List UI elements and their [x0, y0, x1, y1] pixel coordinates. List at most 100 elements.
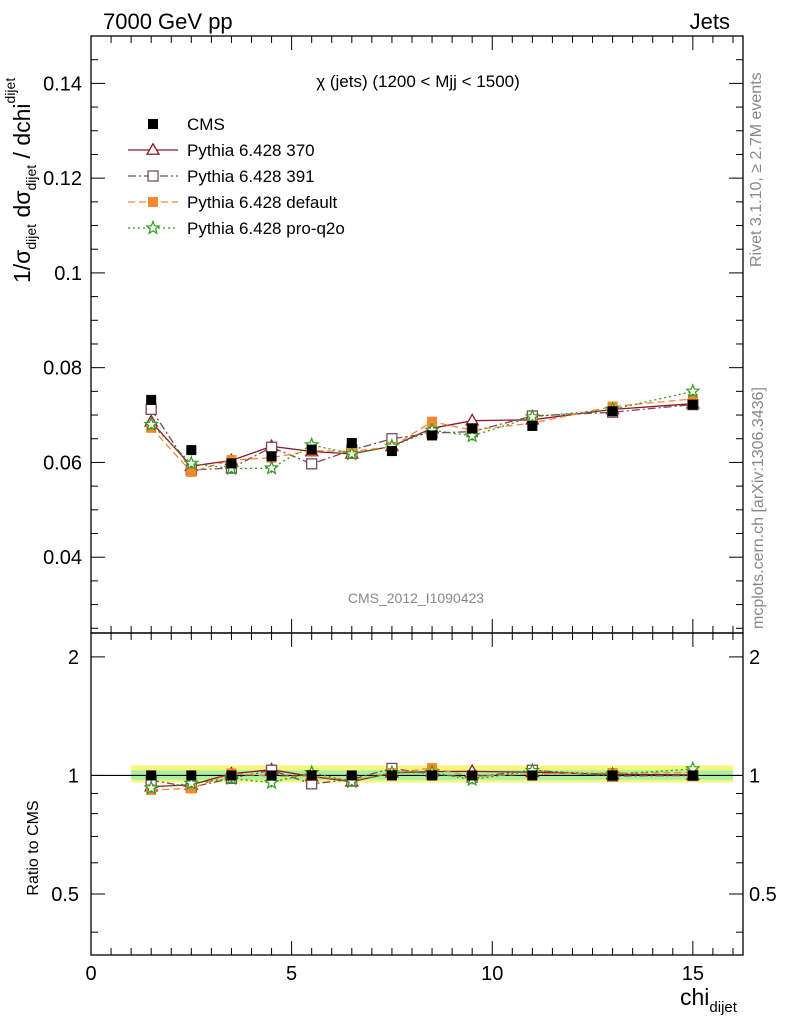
data-point — [427, 770, 438, 781]
legend-entry: Pythia 6.428 pro-q2o — [128, 219, 345, 238]
data-point — [427, 416, 438, 427]
y-tick-label: 0.04 — [43, 547, 82, 569]
ratio-y-tick-labels: 0.5 0.5 1 1 2 2 — [51, 647, 777, 906]
legend-entry: CMS — [148, 115, 225, 134]
series-cms — [146, 770, 698, 781]
x-label-sub: dijet — [709, 999, 737, 1016]
data-point — [186, 770, 197, 781]
legend: CMS Pythia 6.428 370 Pythia 6.428 391 Pythi… — [128, 115, 345, 238]
data-point — [346, 438, 357, 449]
y-tick-label: 0.1 — [54, 263, 82, 285]
ratio-tick-label: 0.5 — [51, 884, 79, 906]
data-point — [143, 416, 160, 432]
data-point — [266, 770, 277, 781]
main-y-tick-labels: 0.04 0.06 0.08 0.1 0.12 0.14 — [43, 73, 82, 569]
ratio-tick-label-right: 1 — [749, 765, 760, 787]
x-axis-label: chidijet — [680, 984, 738, 1016]
data-point — [464, 427, 481, 443]
x-tick-labels: 0 5 10 15 — [85, 963, 704, 985]
series-line — [150, 398, 693, 473]
series-cms — [146, 394, 698, 469]
data-point — [427, 430, 438, 441]
legend-entry: Pythia 6.428 default — [128, 193, 338, 212]
data-point — [186, 445, 197, 456]
y-tick-label: 0.14 — [43, 73, 82, 95]
main-panel: 0.04 0.06 0.08 0.1 0.12 0.14 χ (jets) (1200 <… — [43, 35, 744, 634]
data-point — [685, 383, 701, 398]
data-point — [524, 408, 541, 424]
legend-label: Pythia 6.428 pro-q2o — [187, 219, 345, 238]
y-axis-label: 1/σdijet dσdijet / dchidijet — [2, 78, 39, 283]
data-point — [148, 197, 158, 207]
x-label-main: chi — [680, 984, 709, 1010]
y-tick-label: 0.08 — [43, 358, 82, 380]
main-axis-ticks — [90, 35, 743, 633]
data-point — [346, 770, 357, 781]
data-point — [146, 394, 157, 405]
data-point — [145, 219, 161, 235]
data-point — [148, 119, 158, 129]
y-tick-label: 0.12 — [43, 168, 82, 190]
data-point — [527, 770, 538, 781]
y-label-part2: dσ — [9, 191, 35, 224]
data-point — [687, 393, 698, 404]
x-tick-label: 0 — [85, 963, 96, 985]
ratio-y-axis-label: Ratio to CMS — [25, 800, 42, 895]
data-point — [607, 406, 618, 417]
data-point — [263, 459, 280, 475]
data-point — [226, 770, 237, 781]
y-label-sub2: dijet — [23, 165, 39, 191]
data-point — [607, 770, 618, 781]
data-point — [186, 466, 197, 477]
process-label: Jets — [690, 9, 730, 34]
chart-title: χ (jets) (1200 < Mjj < 1500) — [316, 72, 520, 91]
x-tick-label: 15 — [682, 963, 704, 985]
analysis-watermark: CMS_2012_I1090423 — [348, 590, 484, 606]
ratio-plot-frame — [90, 632, 744, 956]
data-point — [306, 444, 317, 455]
y-label-part1: 1/σ — [9, 250, 35, 283]
x-tick-label: 5 — [286, 963, 297, 985]
series-line — [151, 767, 693, 788]
data-point — [143, 779, 160, 795]
y-tick-label: 0.06 — [43, 452, 82, 474]
y-label-sub3: dijet — [2, 78, 18, 104]
series-pythia-6-428-pro-q2o — [143, 383, 701, 476]
data-point — [386, 770, 397, 781]
data-point — [687, 399, 698, 410]
legend-label: Pythia 6.428 370 — [187, 141, 315, 160]
data-point — [467, 770, 478, 781]
rivet-version-label: Rivet 3.1.10, ≥ 2.7M events — [748, 72, 765, 267]
mcplots-label: mcplots.cern.ch [arXiv:1306.3436] — [750, 387, 767, 629]
data-point — [343, 445, 360, 461]
data-point — [266, 451, 277, 462]
series-line — [150, 390, 693, 470]
ratio-tick-label: 1 — [68, 765, 79, 787]
legend-label: Pythia 6.428 391 — [187, 167, 315, 186]
y-label-part3: / dchi — [9, 103, 35, 164]
data-point — [226, 458, 237, 469]
ratio-tick-label-right: 0.5 — [749, 884, 777, 906]
data-point — [186, 783, 197, 794]
ratio-tick-label: 2 — [68, 647, 79, 669]
data-point — [145, 403, 157, 416]
ratio-tick-label-right: 2 — [749, 647, 760, 669]
series-line — [151, 767, 693, 791]
data-point — [467, 423, 478, 434]
ratio-axis-ticks — [90, 633, 743, 955]
main-series-group — [143, 383, 701, 477]
data-point — [386, 446, 397, 457]
ratio-series-group — [143, 760, 701, 795]
data-point — [687, 770, 698, 781]
legend-entry: Pythia 6.428 391 — [128, 167, 315, 186]
data-point — [147, 170, 159, 182]
legend-label: CMS — [187, 115, 225, 134]
energy-label: 7000 GeV pp — [103, 9, 233, 34]
data-point — [527, 420, 538, 431]
data-point — [183, 775, 200, 790]
data-point — [306, 458, 318, 470]
data-point — [265, 441, 278, 453]
x-tick-label: 10 — [481, 963, 503, 985]
data-point — [145, 142, 161, 155]
